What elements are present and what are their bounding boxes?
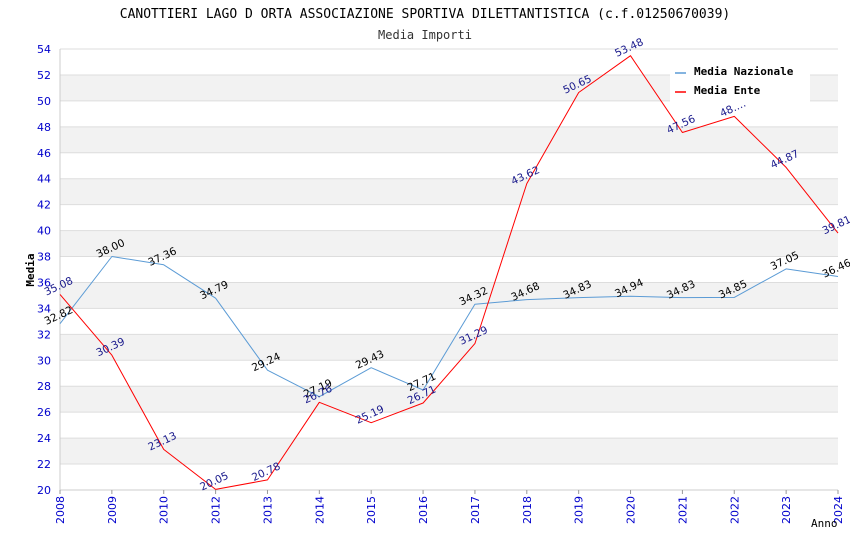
x-tick-label: 2017 <box>469 496 482 524</box>
x-tick-labels: 2008 2009 2010 2012 2013 2014 2015 2016 2017 2018… <box>54 490 845 524</box>
axes <box>59 49 838 491</box>
x-tick-label: 2023 <box>780 496 793 524</box>
x-tick-label: 2018 <box>521 496 534 524</box>
y-tick-label: 22 <box>37 458 51 471</box>
grid-band <box>60 230 838 257</box>
y-tick-label: 54 <box>37 43 51 56</box>
legend-box <box>670 60 810 102</box>
series-lines <box>59 55 839 490</box>
data-label-nazionale: 36.46 <box>821 257 850 281</box>
grid-band <box>60 438 838 465</box>
y-tick-label: 36 <box>37 276 51 289</box>
x-tick-label: 2015 <box>365 496 378 524</box>
legend-label-ente: Media Ente <box>694 84 761 97</box>
y-tick-label: 38 <box>37 251 51 264</box>
x-tick-label: 2014 <box>313 496 326 524</box>
grid-bands <box>60 74 838 465</box>
y-tick-label: 26 <box>37 406 51 419</box>
y-tick-label: 44 <box>37 173 51 186</box>
x-tick-label: 2010 <box>158 496 171 524</box>
x-tick-label: 2013 <box>261 496 274 524</box>
grid-band <box>60 386 838 413</box>
x-tick-label: 2021 <box>676 496 689 524</box>
grid-band <box>60 178 838 205</box>
y-tick-label: 28 <box>37 380 51 393</box>
x-tick-label: 2019 <box>573 496 586 524</box>
grid-band <box>60 282 838 309</box>
y-axis-label: Media <box>24 253 37 286</box>
x-tick-label: 2024 <box>832 496 845 524</box>
x-tick-label: 2012 <box>210 496 223 524</box>
y-tick-label: 32 <box>37 328 51 341</box>
x-tick-label: 2008 <box>54 496 67 524</box>
y-tick-label: 20 <box>37 484 51 497</box>
x-axis-label: Anno <box>811 517 838 530</box>
x-tick-label: 2020 <box>625 496 638 524</box>
y-tick-label: 30 <box>37 354 51 367</box>
y-tick-labels: 20 22 24 26 28 30 32 34 36 38 40 42 44 46 48 50 52 54 <box>37 43 51 497</box>
series-line-media-ente <box>59 55 839 490</box>
y-tick-label: 24 <box>37 432 51 445</box>
legend-label-nazionale: Media Nazionale <box>694 65 794 78</box>
y-tick-label: 40 <box>37 225 51 238</box>
x-tick-label: 2009 <box>106 496 119 524</box>
series-line-media-nazionale <box>59 256 839 398</box>
y-tick-label: 50 <box>37 95 51 108</box>
chart-subtitle: Media Importi <box>378 28 472 42</box>
chart-title: CANOTTIERI LAGO D ORTA ASSOCIAZIONE SPOR… <box>120 7 730 22</box>
y-tick-label: 34 <box>37 302 51 315</box>
y-tick-label: 48 <box>37 121 51 134</box>
grid-band <box>60 126 838 153</box>
y-tick-label: 46 <box>37 147 51 160</box>
y-tick-label: 52 <box>37 69 51 82</box>
x-tick-label: 2022 <box>728 496 741 524</box>
y-tick-label: 42 <box>37 199 51 212</box>
x-tick-label: 2016 <box>417 496 430 524</box>
legend: Media Nazionale Media Ente <box>670 60 810 102</box>
